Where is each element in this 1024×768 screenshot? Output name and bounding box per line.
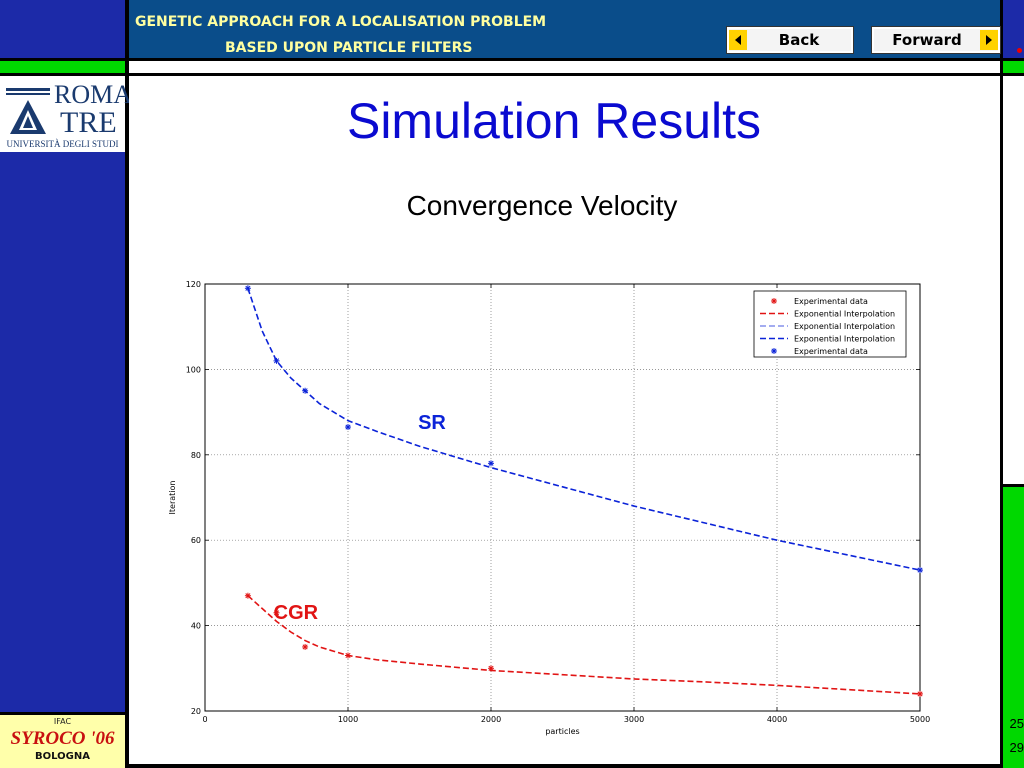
conference-logo-ifac: IFAC xyxy=(53,717,72,726)
data-point-cgr xyxy=(917,690,923,697)
left-sidebar xyxy=(0,152,125,712)
x-tick-label: 4000 xyxy=(767,715,787,724)
y-tick-label: 120 xyxy=(186,280,201,289)
series-label-cgr: CGR xyxy=(274,602,319,624)
data-point-sr xyxy=(345,424,351,431)
conference-logo-city: BOLOGNA xyxy=(35,751,90,762)
frame-top-right xyxy=(1003,0,1024,58)
logo-text-tre: TRE xyxy=(60,106,117,139)
right-white-bar xyxy=(1003,76,1024,484)
green-strip-left xyxy=(0,61,125,73)
page-total: 29 xyxy=(1009,740,1024,755)
legend-label: Exponential Interpolation xyxy=(794,310,895,319)
header-title-line1: GENETIC APPROACH FOR A LOCALISATION PROB… xyxy=(135,14,547,30)
page-numbers: 25 29 xyxy=(1003,712,1024,760)
y-tick-label: 20 xyxy=(191,707,201,716)
y-axis-label: Iteration xyxy=(168,481,177,515)
data-point-cgr xyxy=(345,652,351,659)
legend-marker xyxy=(771,298,777,304)
y-tick-label: 100 xyxy=(186,365,201,374)
legend-item: Exponential Interpolation xyxy=(760,335,895,344)
legend-marker xyxy=(771,348,777,354)
header-title-line2: BASED UPON PARTICLE FILTERS xyxy=(225,40,473,56)
legend-box xyxy=(753,290,907,358)
conference-logo-name: SYROCO '06 xyxy=(10,728,115,749)
plot-area xyxy=(204,283,921,712)
frame-top-left xyxy=(0,0,125,58)
legend-item: Exponential Interpolation xyxy=(760,310,895,319)
x-tick-label: 2000 xyxy=(481,715,501,724)
chart-ticks: 0 1000 2000 3000 4000 5000 20 40 60 80 100 120 xyxy=(186,280,930,724)
data-point-cgr xyxy=(488,665,494,672)
back-button[interactable]: Back xyxy=(727,27,853,53)
slide-subtitle: Convergence Velocity xyxy=(406,190,678,221)
arrow-left-icon xyxy=(729,30,747,50)
data-point-sr xyxy=(488,460,494,467)
university-logo: ROMA TRE UNIVERSITÀ DEGLI STUDI xyxy=(0,76,132,152)
legend-label: Exponential Interpolation xyxy=(794,335,895,344)
header-bar: GENETIC APPROACH FOR A LOCALISATION PROB… xyxy=(129,0,1000,58)
convergence-chart: 0 1000 2000 3000 4000 5000 20 40 60 80 100 120 Expe… xyxy=(168,280,930,736)
data-point-sr xyxy=(917,567,923,574)
legend-item: Experimental data xyxy=(771,347,868,356)
data-point-cgr xyxy=(273,609,280,616)
legend-item: Exponential Interpolation xyxy=(760,322,895,331)
green-strip-right xyxy=(1003,61,1024,73)
page-current: 25 xyxy=(1009,716,1024,731)
x-tick-label: 1000 xyxy=(338,715,358,724)
legend-label: Exponential Interpolation xyxy=(794,322,895,331)
logo-text-roma: ROMA xyxy=(54,80,133,109)
x-tick-label: 0 xyxy=(202,715,207,724)
data-point-cgr xyxy=(302,643,309,650)
series-line-cgr xyxy=(247,595,921,695)
legend-label: Experimental data xyxy=(794,347,868,356)
logo-text-universita: UNIVERSITÀ DEGLI STUDI xyxy=(6,139,119,149)
y-tick-label: 80 xyxy=(191,451,201,460)
chart-series xyxy=(244,285,923,697)
arrow-right-icon xyxy=(980,30,998,50)
forward-button-label: Forward xyxy=(892,31,962,49)
white-strip xyxy=(129,61,1000,73)
forward-button[interactable]: Forward xyxy=(872,27,1000,53)
data-point-sr xyxy=(244,285,251,292)
x-axis-label: particles xyxy=(545,727,579,736)
y-tick-label: 60 xyxy=(191,536,201,545)
legend-item: Experimental data xyxy=(771,297,868,306)
university-emblem-icon xyxy=(6,88,50,134)
data-point-sr xyxy=(273,357,280,364)
data-point-cgr xyxy=(244,592,251,599)
legend-label: Experimental data xyxy=(794,297,868,306)
data-point-sr xyxy=(302,387,309,394)
x-tick-label: 3000 xyxy=(624,715,644,724)
red-dot-icon xyxy=(1017,48,1022,53)
back-button-label: Back xyxy=(778,31,820,49)
y-tick-label: 40 xyxy=(191,622,201,631)
x-tick-label: 5000 xyxy=(910,715,930,724)
conference-logo: IFAC SYROCO '06 BOLOGNA xyxy=(0,715,125,768)
series-label-sr: SR xyxy=(418,412,446,434)
chart-legend: Experimental data Exponential Interpolati… xyxy=(753,290,907,358)
slide-title: Simulation Results xyxy=(346,93,762,149)
series-line-sr xyxy=(247,288,921,571)
right-green-bar xyxy=(1003,487,1024,768)
